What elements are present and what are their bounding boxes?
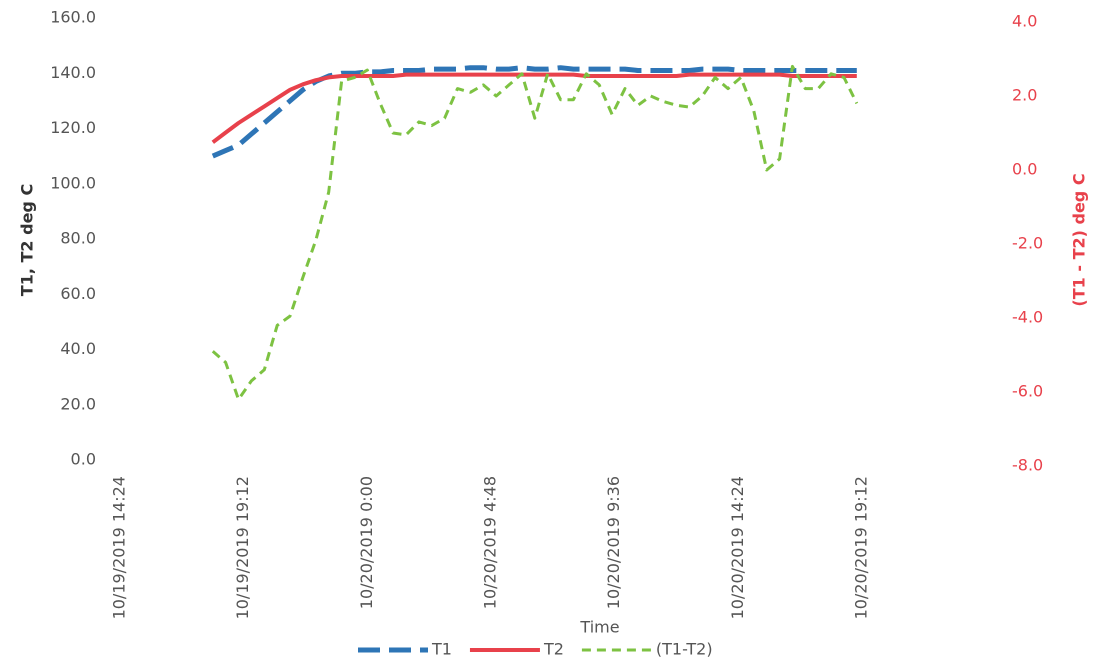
x-tick-label: 10/20/2019 14:24 [728, 476, 747, 619]
y2-axis-title: (T1 - T2) deg C [1070, 173, 1089, 306]
y-tick-label: 40.0 [60, 339, 96, 358]
y2-tick-label: -6.0 [1012, 382, 1043, 401]
x-tick-label: 10/20/2019 19:12 [852, 476, 871, 619]
legend-label: T2 [543, 640, 564, 659]
x-tick-label: 10/20/2019 4:48 [481, 476, 500, 609]
y-tick-label: 140.0 [50, 63, 96, 82]
legend-label: T1 [431, 640, 452, 659]
y2-tick-label: 2.0 [1012, 86, 1037, 105]
x-tick-label: 10/20/2019 0:00 [357, 476, 376, 609]
y-axis-title: T1, T2 deg C [18, 184, 37, 296]
y2-tick-label: 4.0 [1012, 12, 1037, 31]
y-tick-label: 80.0 [60, 229, 96, 248]
y2-tick-label: -2.0 [1012, 234, 1043, 253]
y-tick-label: 20.0 [60, 394, 96, 413]
y-tick-label: 160.0 [50, 8, 96, 27]
y-tick-label: 0.0 [71, 450, 96, 469]
y2-tick-label: 0.0 [1012, 160, 1037, 179]
y-tick-label: 100.0 [50, 173, 96, 192]
y-tick-label: 120.0 [50, 118, 96, 137]
x-tick-label: 10/20/2019 9:36 [604, 476, 623, 609]
y-tick-label: 60.0 [60, 284, 96, 303]
series-line [213, 75, 857, 143]
chart: Time T1, T2 deg C (T1 - T2) deg C 0.0 20.… [0, 0, 1093, 660]
x-tick-label: 10/19/2019 19:12 [233, 476, 252, 619]
legend-label: (T1-T2) [656, 640, 713, 659]
x-tick-label: 10/19/2019 14:24 [110, 476, 129, 619]
y2-tick-label: -4.0 [1012, 308, 1043, 327]
series-line [213, 66, 857, 399]
y2-tick-label: -8.0 [1012, 456, 1043, 475]
x-axis-title: Time [579, 618, 619, 637]
